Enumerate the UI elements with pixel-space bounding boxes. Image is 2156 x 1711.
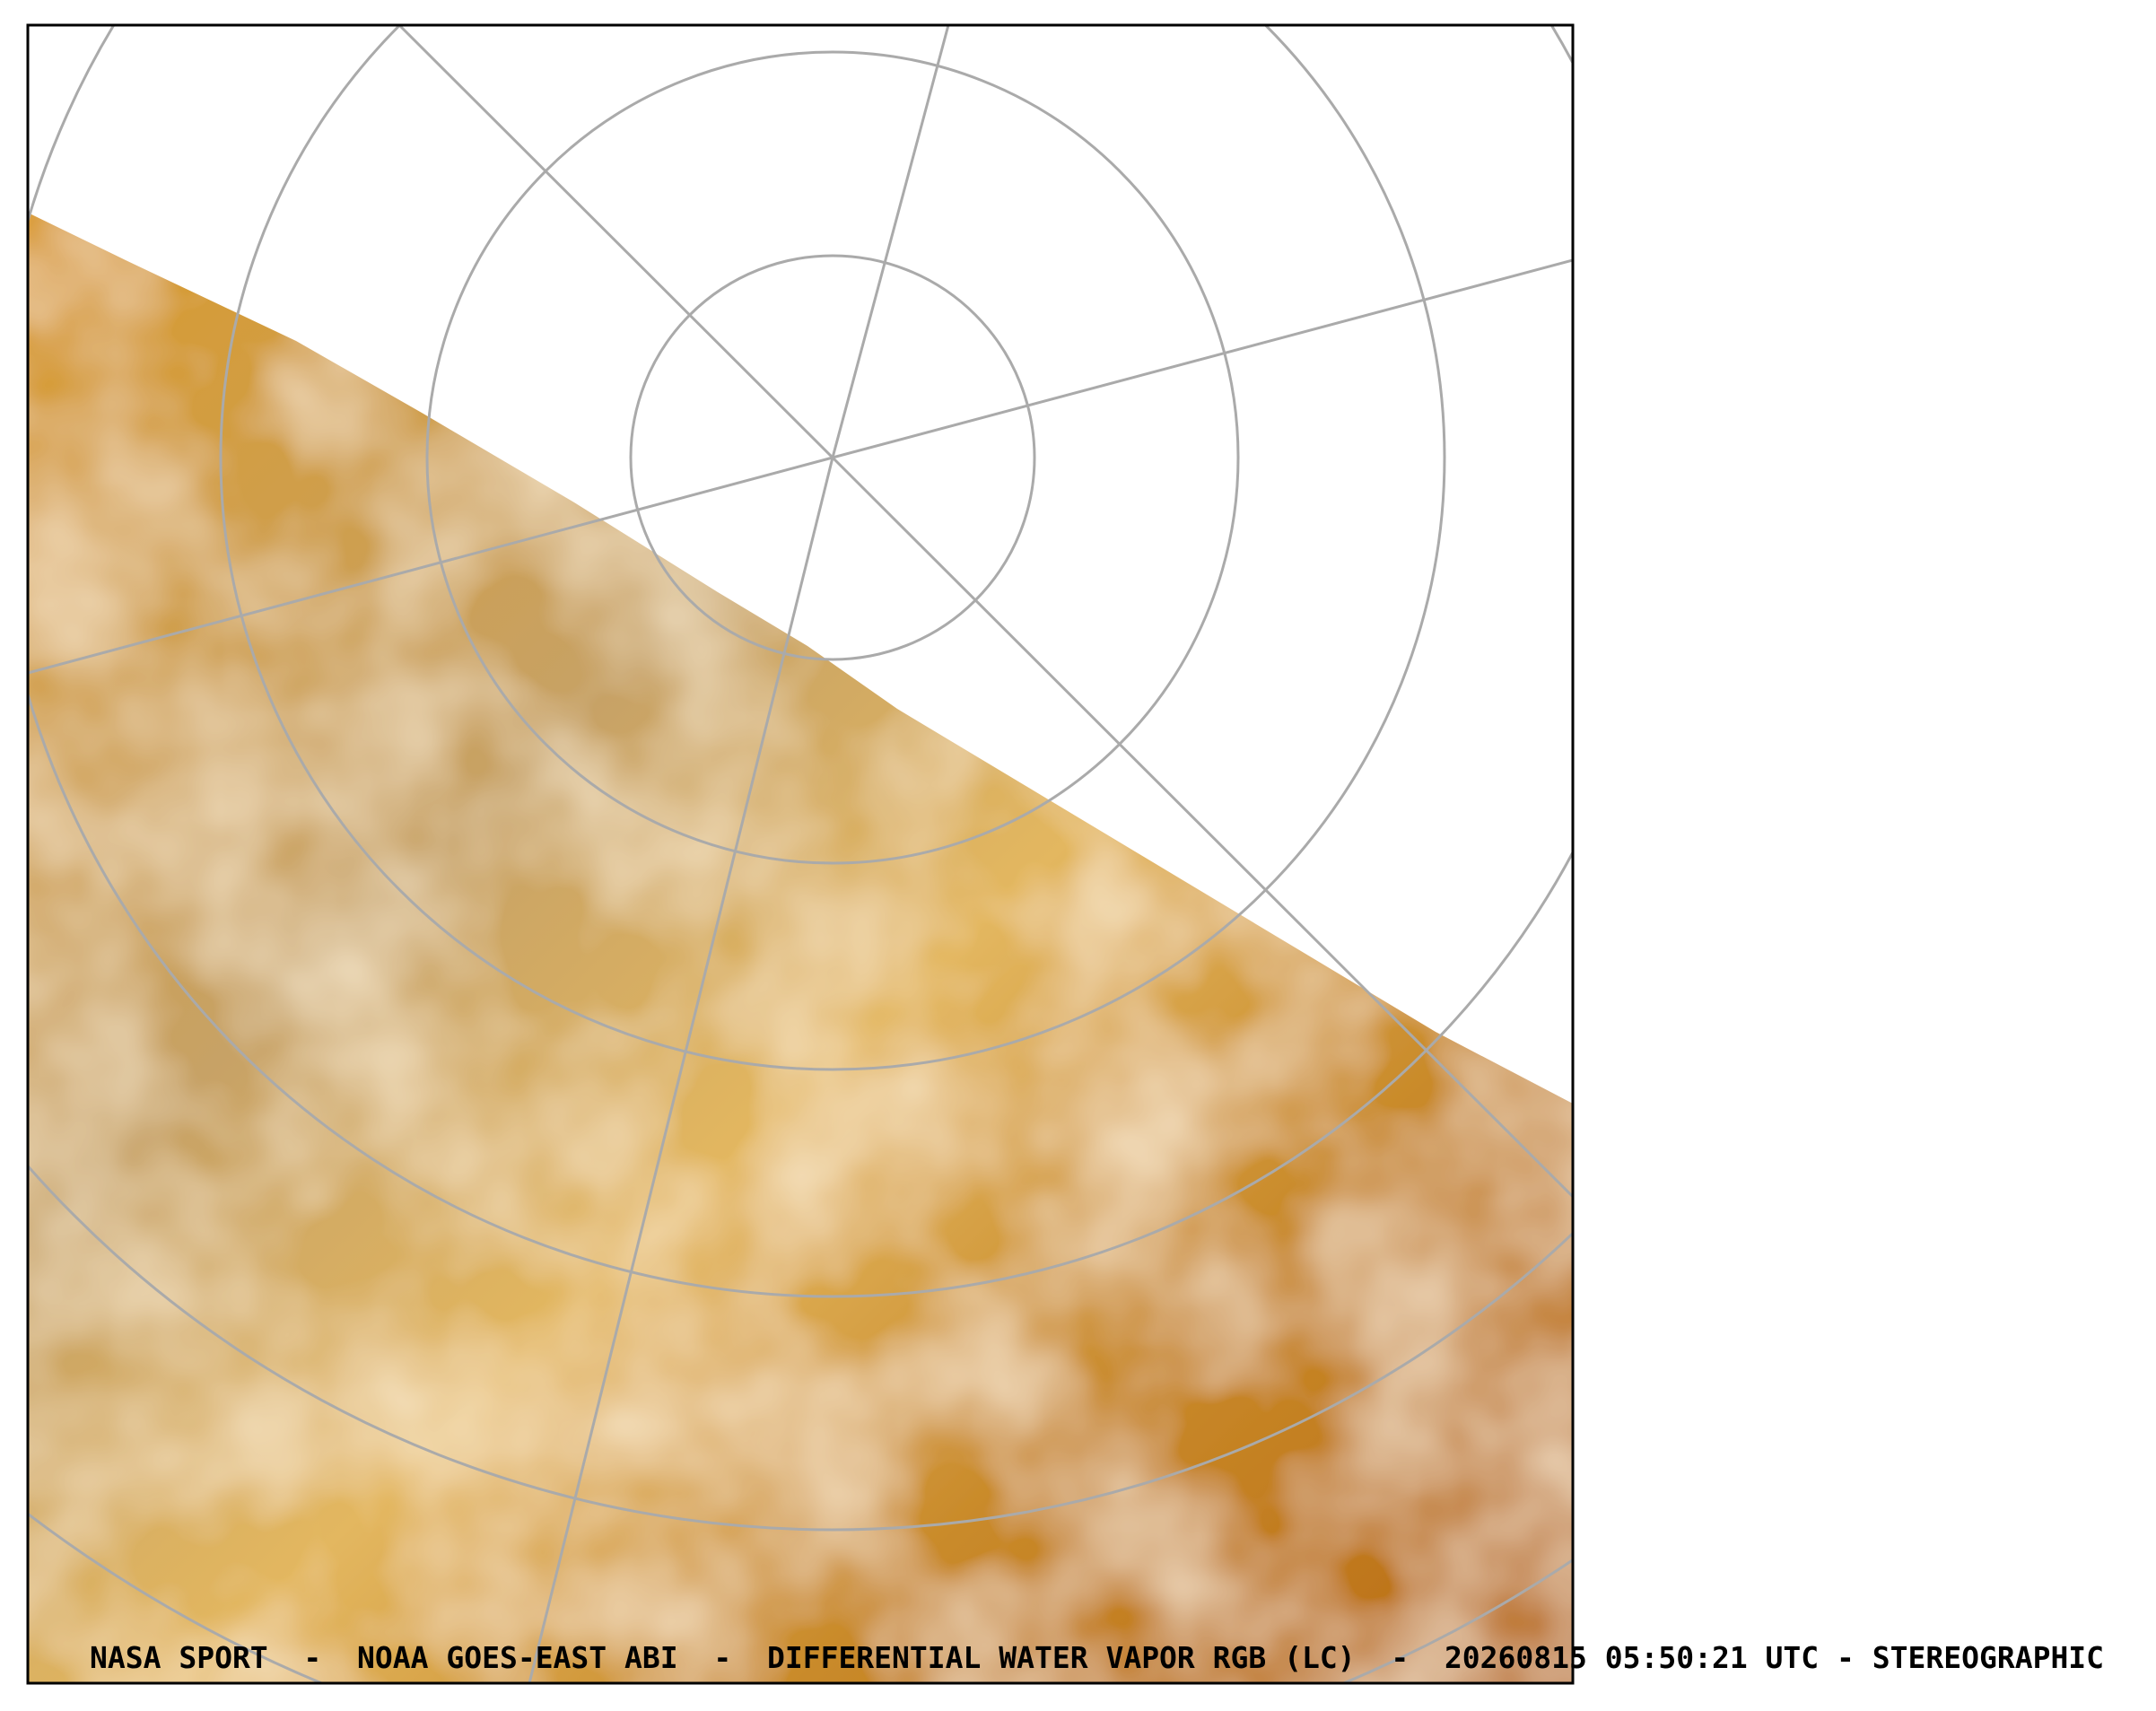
meridian xyxy=(397,25,834,459)
meridian xyxy=(28,456,834,675)
latitude-circle xyxy=(629,254,1036,661)
water-vapor-imagery xyxy=(28,213,1573,1683)
meridian xyxy=(528,457,834,1683)
meridian xyxy=(831,456,1573,1199)
latitude-circle xyxy=(219,25,1446,1071)
meridian xyxy=(831,25,950,458)
latitude-circle xyxy=(28,1163,1573,1532)
meridian xyxy=(832,258,1573,459)
map-frame xyxy=(26,23,1575,1685)
latitude-circle xyxy=(28,25,1573,1298)
caption: NASA SPORT - NOAA GOES-EAST ABI - DIFFER… xyxy=(90,1640,2104,1675)
latitude-circle xyxy=(425,50,1240,865)
